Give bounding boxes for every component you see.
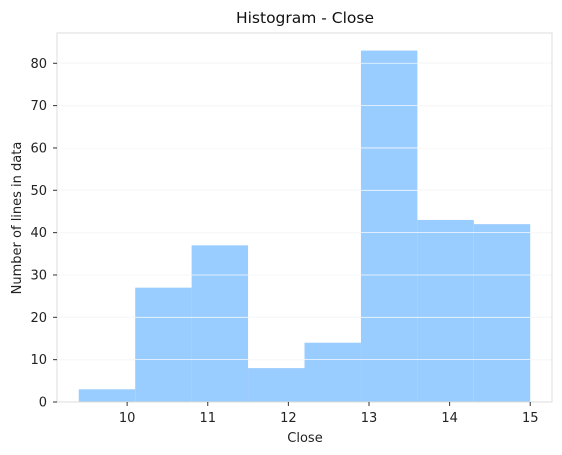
y-tick-label-20: 20 [30,311,47,326]
y-axis-ticks: 0 10 20 30 40 50 60 70 80 [30,57,57,411]
y-tick-label-40: 40 [30,226,47,241]
histogram-bar-3 [191,245,249,402]
y-tick-label-50: 50 [30,184,47,199]
x-tick-label-12: 12 [280,411,297,426]
histogram-bar-5 [304,342,361,402]
plot-frame [56,32,553,403]
histogram-bar-2 [135,287,192,402]
histogram-bars [57,50,552,402]
histogram-bar-1 [78,389,136,402]
y-tick-label-10: 10 [30,353,47,368]
y-tick-label-0: 0 [39,396,47,411]
histogram-bar-4 [248,368,305,402]
x-tick-label-11: 11 [199,411,216,426]
x-tick-label-15: 15 [522,411,539,426]
x-tick-label-14: 14 [441,411,458,426]
histogram-bar-8 [473,224,531,402]
x-tick-label-10: 10 [119,411,136,426]
y-tick-label-70: 70 [30,99,47,114]
y-tick-label-80: 80 [30,57,47,72]
chart-title: Histogram - Close [236,9,374,27]
x-axis-label: Close [287,431,322,446]
histogram-bar-6 [360,50,418,402]
y-axis-label: Number of lines in data [10,142,25,295]
x-axis-ticks: 10 11 12 13 14 15 [119,402,539,426]
histogram-bar-7 [417,219,474,402]
y-tick-label-30: 30 [30,268,47,283]
y-tick-label-60: 60 [30,141,47,156]
x-tick-label-13: 13 [361,411,378,426]
